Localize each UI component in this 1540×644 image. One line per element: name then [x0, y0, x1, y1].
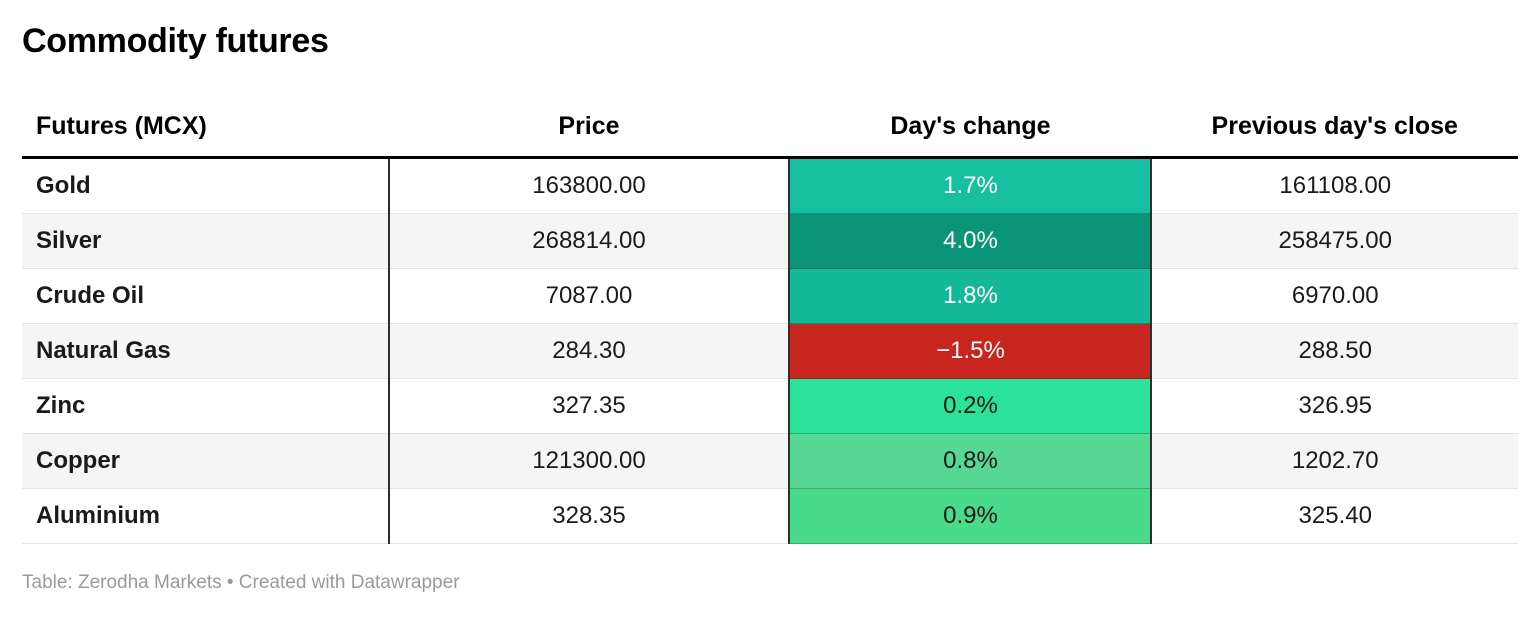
previous-close-value: 161108.00	[1151, 157, 1518, 214]
commodity-name: Silver	[22, 213, 390, 269]
previous-close-value: 258475.00	[1151, 213, 1518, 269]
commodity-name: Gold	[22, 157, 390, 214]
price-value: 163800.00	[388, 157, 790, 214]
day-change-value: 4.0%	[788, 213, 1153, 269]
column-header-day-s-change: Day's change	[789, 97, 1152, 159]
commodity-name: Crude Oil	[22, 268, 390, 324]
datawrapper-table-page: Commodity futures Futures (MCX) Price Day'…	[22, 22, 1518, 593]
previous-close-value: 325.40	[1151, 488, 1518, 544]
column-header-previous-day-s-close: Previous day's close	[1151, 97, 1518, 159]
price-value: 268814.00	[388, 213, 790, 269]
price-value: 328.35	[388, 488, 790, 544]
day-change-value: 0.2%	[788, 378, 1153, 434]
commodity-name: Aluminium	[22, 488, 390, 544]
table-row-copper: Copper 121300.00 0.8% 1202.70	[22, 433, 1518, 489]
column-header-price: Price	[388, 97, 790, 159]
table-row-zinc: Zinc 327.35 0.2% 326.95	[22, 378, 1518, 434]
previous-close-value: 6970.00	[1151, 268, 1518, 324]
commodity-name: Natural Gas	[22, 323, 390, 379]
day-change-value: 1.8%	[788, 268, 1153, 324]
price-value: 121300.00	[388, 433, 790, 489]
table-body: Gold 163800.00 1.7% 161108.00 Silver 268814.0…	[22, 157, 1518, 544]
table-row-gold: Gold 163800.00 1.7% 161108.00	[22, 157, 1518, 214]
commodity-name: Zinc	[22, 378, 390, 434]
column-header-futures-mcx: Futures (MCX)	[22, 97, 389, 159]
chart-title: Commodity futures	[22, 22, 329, 60]
previous-close-value: 326.95	[1151, 378, 1518, 434]
table-header-row: Futures (MCX) Price Day's change Previous d…	[22, 97, 1518, 159]
day-change-value: −1.5%	[788, 323, 1153, 379]
price-value: 327.35	[388, 378, 790, 434]
table-row-natural-gas: Natural Gas 284.30 −1.5% 288.50	[22, 323, 1518, 379]
day-change-value: 0.8%	[788, 433, 1153, 489]
price-value: 7087.00	[388, 268, 790, 324]
commodity-name: Copper	[22, 433, 390, 489]
price-value: 284.30	[388, 323, 790, 379]
table-row-crude-oil: Crude Oil 7087.00 1.8% 6970.00	[22, 268, 1518, 324]
day-change-value: 1.7%	[788, 157, 1153, 214]
table-row-aluminium: Aluminium 328.35 0.9% 325.40	[22, 488, 1518, 544]
table-row-silver: Silver 268814.00 4.0% 258475.00	[22, 213, 1518, 269]
previous-close-value: 288.50	[1151, 323, 1518, 379]
commodity-futures-table: Futures (MCX) Price Day's change Previous d…	[22, 97, 1518, 544]
previous-close-value: 1202.70	[1151, 433, 1518, 489]
day-change-value: 0.9%	[788, 488, 1153, 544]
attribution-text: Table: Zerodha Markets • Created with Da…	[22, 572, 460, 593]
